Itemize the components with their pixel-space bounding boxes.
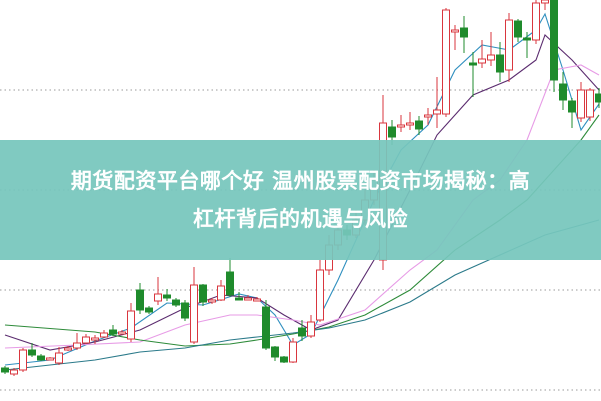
candle-up (541, 0, 549, 4)
candle-down (136, 289, 144, 311)
candle-down (460, 27, 468, 38)
candle-down (280, 356, 288, 363)
candle-down (568, 100, 576, 113)
candle-up (289, 341, 297, 363)
candle-up (397, 124, 405, 128)
candle-up (424, 114, 432, 118)
candle-down (172, 299, 180, 306)
candle-up (190, 284, 198, 343)
candle-down (163, 294, 171, 299)
candle-down (226, 271, 234, 296)
candle-up (406, 122, 414, 126)
candle-up (577, 89, 585, 119)
candle-down (514, 20, 522, 38)
candle-down (559, 83, 567, 101)
candle-down (28, 349, 36, 356)
candle-down (469, 62, 477, 66)
candle-up (253, 298, 261, 302)
candle-down (181, 302, 189, 319)
candle-down (262, 306, 270, 349)
candle-down (415, 120, 423, 130)
candle-up (586, 89, 594, 118)
candle-up (451, 29, 459, 33)
candle-up (10, 369, 18, 375)
title-line-1: 期货配资平台哪个好 温州股票配资市场揭秘：高 (70, 169, 531, 193)
candle-up (55, 352, 63, 364)
candle-up (46, 357, 54, 361)
candle-up (91, 337, 99, 341)
moving-average-line (4, 34, 600, 351)
candle-down (550, 0, 558, 81)
candle-up (19, 349, 27, 371)
candle-up (118, 331, 126, 335)
candle-up (154, 293, 162, 302)
candle-down (109, 329, 117, 335)
candle-up (208, 299, 216, 303)
candle-up (505, 19, 513, 71)
candle-up (217, 285, 225, 301)
candle-down (595, 93, 601, 103)
candle-down (37, 355, 45, 361)
candle-up (478, 58, 486, 64)
moving-average-line (4, 64, 600, 349)
candle-up (433, 109, 441, 115)
candle-down (235, 297, 243, 301)
candle-down (1, 367, 9, 373)
candle-up (100, 332, 108, 338)
candle-up (307, 321, 315, 337)
candle-up (442, 9, 450, 115)
candle-down (271, 346, 279, 358)
candle-up (244, 297, 252, 301)
candle-down (199, 284, 207, 303)
candle-up (82, 336, 90, 344)
candle-up (532, 2, 540, 41)
candle-up (487, 54, 495, 61)
candle-down (298, 327, 306, 337)
candle-up (64, 347, 72, 351)
candle-down (145, 307, 153, 313)
candle-up (127, 310, 135, 340)
candle-up (73, 342, 81, 349)
candle-down (388, 126, 396, 138)
candle-down (496, 54, 504, 73)
title-banner: 期货配资平台哪个好 温州股票配资市场揭秘：高 杠杆背后的机遇与风险 (0, 140, 601, 260)
title-line-2: 杠杆背后的机遇与风险 (193, 207, 408, 231)
candle-up (316, 269, 324, 321)
candle-down (523, 37, 531, 41)
